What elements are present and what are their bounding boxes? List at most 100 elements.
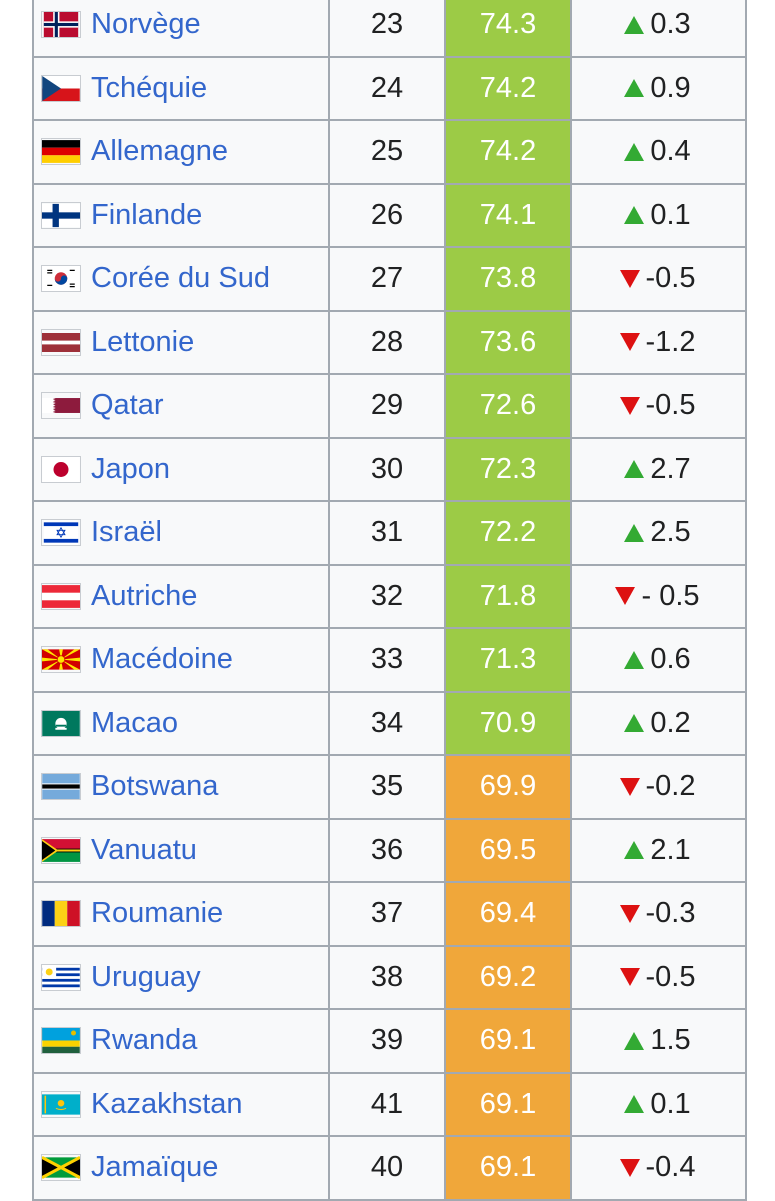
country-cell: Kazakhstan (34, 1073, 330, 1135)
country-link[interactable]: Autriche (91, 579, 198, 612)
score-cell: 73.6 (446, 311, 572, 373)
change-cell: 0.3 (572, 0, 743, 56)
change-value: -0.5 (645, 960, 696, 993)
country-cell: Allemagne (34, 121, 330, 183)
table-row: Botswana 35 69.9 -0.2 (34, 756, 745, 820)
change-value: -1.2 (645, 325, 696, 358)
country-link[interactable]: Vanuatu (91, 833, 197, 866)
finland-flag-icon (41, 201, 81, 229)
country-link[interactable]: Jamaïque (91, 1151, 219, 1184)
country-link[interactable]: Lettonie (91, 325, 195, 358)
country-link[interactable]: Macao (91, 706, 179, 739)
change-cell: 0.6 (572, 629, 743, 691)
kazakhstan-flag-icon (41, 1090, 81, 1118)
country-cell: Qatar (34, 375, 330, 437)
rank-cell: 31 (330, 502, 446, 564)
change-value: - 0.5 (641, 579, 700, 612)
change-cell: -1.2 (572, 312, 743, 374)
jamaica-flag-icon (41, 1154, 81, 1182)
country-link[interactable]: Macédoine (91, 643, 233, 676)
country-link[interactable]: Kazakhstan (91, 1087, 243, 1120)
table-row: Autriche 32 71.8 - 0.5 (34, 565, 745, 629)
change-value: 0.1 (650, 1087, 691, 1120)
country-link[interactable]: Finlande (91, 198, 203, 231)
score-cell: 73.8 (446, 248, 572, 310)
country-cell: Uruguay (34, 946, 330, 1008)
triangle-down-icon (619, 968, 640, 987)
change-value: 2.7 (650, 452, 691, 485)
country-link[interactable]: Allemagne (91, 135, 229, 168)
latvia-flag-icon (41, 328, 81, 356)
change-value: -0.5 (645, 262, 696, 295)
country-link[interactable]: Qatar (91, 389, 164, 422)
country-cell: Roumanie (34, 883, 330, 945)
score-cell: 72.2 (446, 502, 572, 564)
change-value: 0.9 (650, 71, 691, 104)
table-row: Macao 34 70.9 0.2 (34, 692, 745, 756)
rank-cell: 32 (330, 565, 446, 627)
change-value: 1.5 (650, 1024, 691, 1057)
change-value: 2.1 (650, 833, 691, 866)
norway-flag-icon (41, 11, 81, 39)
table-row: Macédoine 33 71.3 0.6 (34, 629, 745, 693)
country-link[interactable]: Israël (91, 516, 162, 549)
country-link[interactable]: Tchéquie (91, 71, 208, 104)
change-cell: -0.2 (572, 756, 743, 818)
country-link[interactable]: Corée du Sud (91, 262, 270, 295)
rank-cell: 29 (330, 375, 446, 437)
change-cell: 1.5 (572, 1010, 743, 1072)
ranking-table: Norvège 23 74.3 0.3 Tchéquie 24 74.2 0.9 (32, 0, 747, 1201)
country-link[interactable]: Roumanie (91, 897, 224, 930)
score-cell: 69.2 (446, 946, 572, 1008)
triangle-up-icon (624, 15, 645, 34)
score-cell: 69.1 (446, 1137, 572, 1199)
country-link[interactable]: Botswana (91, 770, 219, 803)
change-value: 0.6 (650, 643, 691, 676)
country-cell: Rwanda (34, 1010, 330, 1072)
rank-cell: 26 (330, 184, 446, 246)
triangle-up-icon (624, 523, 645, 542)
botswana-flag-icon (41, 773, 81, 801)
change-value: 0.4 (650, 135, 691, 168)
table-row: Israël 31 72.2 2.5 (34, 502, 745, 566)
country-link[interactable]: Uruguay (91, 960, 201, 993)
rank-cell: 30 (330, 438, 446, 500)
rank-cell: 23 (330, 0, 446, 56)
score-cell: 69.5 (446, 819, 572, 881)
change-cell: -0.5 (572, 947, 743, 1009)
rank-cell: 27 (330, 248, 446, 310)
table-row: Japon 30 72.3 2.7 (34, 438, 745, 502)
triangle-down-icon (619, 396, 640, 415)
country-link[interactable]: Norvège (91, 8, 201, 41)
change-value: -0.4 (645, 1151, 696, 1184)
table-row: Finlande 26 74.1 0.1 (34, 184, 745, 248)
country-cell: Vanuatu (34, 819, 330, 881)
change-cell: 0.2 (572, 693, 743, 755)
triangle-up-icon (624, 142, 645, 161)
table-row: Corée du Sud 27 73.8 -0.5 (34, 248, 745, 312)
change-cell: 2.7 (572, 439, 743, 501)
table-row: Allemagne 25 74.2 0.4 (34, 121, 745, 185)
table-row: Kazakhstan 41 69.1 0.1 (34, 1073, 745, 1137)
triangle-down-icon (619, 904, 640, 923)
change-value: 0.1 (650, 198, 691, 231)
country-cell: Tchéquie (34, 57, 330, 119)
triangle-up-icon (624, 841, 645, 860)
country-cell: Norvège (34, 0, 330, 56)
country-cell: Botswana (34, 756, 330, 818)
country-cell: Macédoine (34, 629, 330, 691)
country-cell: Macao (34, 692, 330, 754)
country-link[interactable]: Rwanda (91, 1024, 198, 1057)
triangle-down-icon (619, 777, 640, 796)
change-cell: 0.1 (572, 1074, 743, 1136)
rank-cell: 24 (330, 57, 446, 119)
triangle-up-icon (624, 206, 645, 225)
score-cell: 74.3 (446, 0, 572, 56)
table-row: Tchéquie 24 74.2 0.9 (34, 57, 745, 121)
triangle-up-icon (624, 460, 645, 479)
macau-flag-icon (41, 709, 81, 737)
score-cell: 69.9 (446, 756, 572, 818)
country-link[interactable]: Japon (91, 452, 171, 485)
score-cell: 70.9 (446, 692, 572, 754)
triangle-up-icon (624, 650, 645, 669)
